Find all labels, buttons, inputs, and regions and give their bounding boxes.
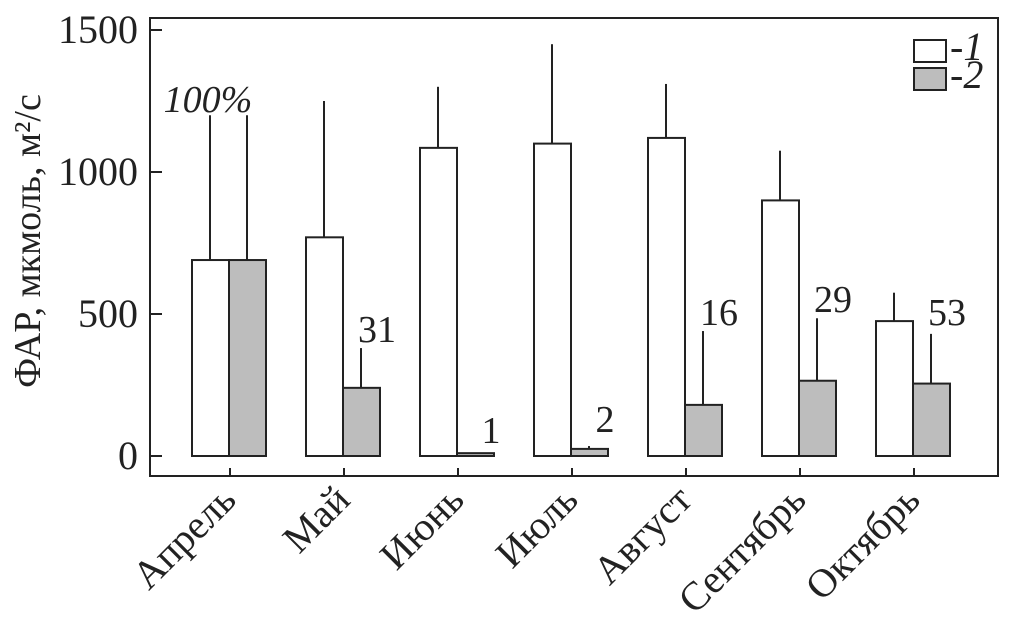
annotations: 100% 31 1 2 16 29 53 [164,79,966,452]
bar-series2-5 [684,403,723,458]
x-tick-label: Май [274,477,359,562]
annotation-label: 1 [482,410,501,452]
y-axis-label: ФАР, мкмоль, м²/с [7,94,49,388]
plot-frame [149,17,999,477]
annotation-label: 31 [358,309,396,351]
x-tick-label: Октябрь [796,477,928,609]
legend-label: -1 [950,24,983,69]
bar-series1-2 [305,236,344,457]
annotation-label: 16 [700,292,738,334]
annotation-label: 100% [164,79,253,121]
error-bars [209,44,932,449]
x-tick-label: Июнь [371,477,472,578]
annotation-label: 53 [928,292,966,334]
y-tick-label: 500 [78,291,138,336]
axes: 0 500 1000 1500 [58,7,999,478]
legend: -1-2 [913,24,983,97]
x-tick-label: Сентябрь [669,477,814,622]
bar-series1-4 [533,142,572,457]
bar-series1-6 [761,199,800,457]
bar-series1-7 [875,320,914,457]
legend-swatch [913,39,947,63]
bar-series1-3 [419,146,458,458]
bar-series2-2 [342,386,381,457]
bar-series1-5 [647,136,686,457]
bar-series2-3 [456,452,495,458]
bars [191,136,951,458]
bar-series2-7 [912,382,951,457]
y-tick-label: 1000 [58,149,138,194]
annotation-label: 29 [814,279,852,321]
y-axis-label-group: ФАР, мкмоль, м²/с [7,94,49,388]
legend-label: -2 [950,52,983,97]
y-tick-label: 1500 [58,7,138,52]
legend-swatch [913,67,947,91]
x-tick-label: Июль [487,477,587,577]
bar-series1-1 [191,259,230,458]
y-tick-label: 0 [118,433,138,478]
annotation-label: 2 [596,399,615,441]
bar-series2-6 [798,379,837,457]
bar-series2-4 [570,447,609,457]
bar-series2-1 [228,259,267,458]
x-tick-label: Апрель [123,477,244,598]
